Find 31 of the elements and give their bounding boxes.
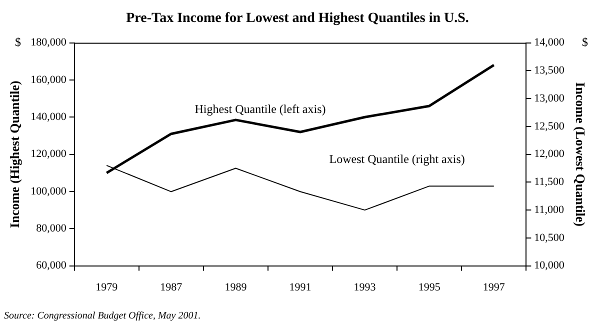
x-tick-label: 1989 [224,281,248,294]
x-tick-label: 1979 [96,281,118,294]
y-tick-label: 60,000 [36,260,67,272]
y-tick-label: 80,000 [36,222,67,235]
y-tick-label: 120,000 [30,148,67,160]
source-note: Source: Congressional Budget Office, May 2001. [4,310,201,322]
series-label: Lowest Quantile (right axis) [329,152,465,166]
series-label: Highest Quantile (left axis) [194,102,326,116]
chart-title: Pre-Tax Income for Lowest and Highest Quantiles in U.S. [126,11,469,26]
y-tick-label: 180,000 [30,36,67,49]
text: $ [15,34,21,49]
y2-tick-label: 11,500 [534,176,564,188]
y2-tick-label: 10,000 [534,260,565,272]
y2-tick-label: 10,500 [534,232,565,244]
x-tick-label: 1997 [482,281,506,294]
y2-tick-label: 13,500 [534,64,565,77]
y2-tick-label: 13,000 [534,92,565,104]
x-tick-label: 1987 [160,281,183,294]
y-tick-label: 140,000 [30,111,67,124]
y2-axis-title: Income (Lowest Quantile) [572,82,588,227]
y2-tick-label: 12,000 [534,148,565,160]
x-tick-label: 1995 [418,281,441,294]
y2-tick-label: 11,000 [534,204,564,216]
y-axis-title: Income (Highest Quantile) [7,80,22,228]
x-tick-label: 1991 [289,281,312,294]
y-tick-label: 160,000 [30,74,67,86]
y-tick-label: 100,000 [30,185,67,198]
y2-tick-label: 14,000 [534,36,565,49]
y2-tick-label: 12,500 [534,120,565,132]
x-tick-label: 1993 [354,281,376,294]
text: $ [582,34,588,49]
